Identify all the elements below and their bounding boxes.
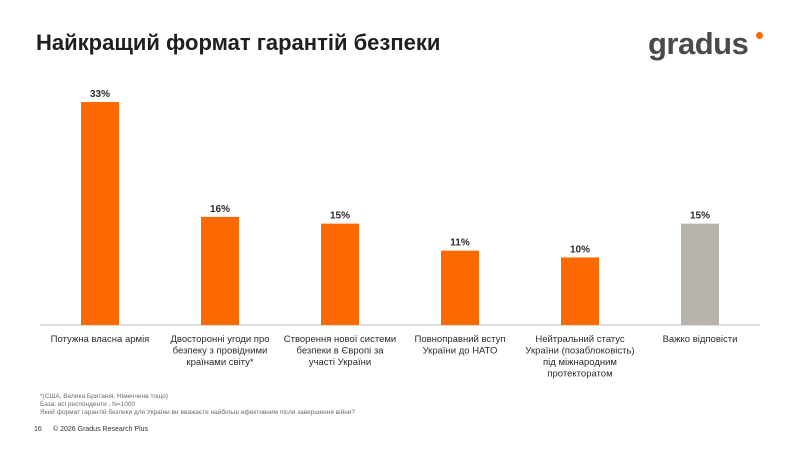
page-title: Найкращий формат гарантій безпеки xyxy=(36,30,441,55)
category-label-line: участі України xyxy=(309,357,371,368)
category-label-line: безпеки в Європі за xyxy=(297,346,385,357)
category-label: Потужна власна армія xyxy=(51,334,150,345)
category-label-line: безпеку з провідними xyxy=(173,346,268,357)
category-label-line: Створення нової системи xyxy=(284,334,396,345)
gradus-logo: gradus xyxy=(648,26,749,61)
category-label-line: країнами світу* xyxy=(186,357,253,368)
page-number: 16 xyxy=(34,426,42,433)
category-label: Нейтральний статус України (позаблоковіст… xyxy=(525,334,634,380)
copyright: © 2026 Gradus Research Plus xyxy=(53,426,149,433)
category-label-line: протекторатом xyxy=(547,369,612,380)
bar xyxy=(681,223,719,325)
category-label: Створення нової системи безпеки в Європі … xyxy=(284,334,396,368)
footnote-note: *(США, Велика Британія, Німеччина тощо) xyxy=(40,393,169,400)
category-label-line: під міжнародним xyxy=(543,357,617,368)
category-label: Повноправний вступ України до НАТО xyxy=(415,334,506,357)
value-label: 10% xyxy=(570,244,590,255)
category-label-line: України до НАТО xyxy=(423,346,498,357)
value-label: 11% xyxy=(450,238,470,249)
bar xyxy=(81,102,119,325)
category-label-line: Повноправний вступ xyxy=(415,334,506,345)
value-label: 33% xyxy=(90,89,110,100)
bar xyxy=(321,223,359,325)
category-label-line: Важко відповісти xyxy=(663,334,738,345)
category-label-line: України (позаблоковість) xyxy=(525,346,634,357)
bar-chart: 33% Потужна власна армія 16% Двосторонні уг… xyxy=(40,89,760,380)
footnote-question: Який формат гарантій безпеки для України… xyxy=(40,409,356,416)
category-label: Двосторонні угоди про безпеку з провідним… xyxy=(170,334,269,368)
value-label: 15% xyxy=(330,211,350,222)
logo-dot-icon xyxy=(756,32,763,39)
category-label-line: Нейтральний статус xyxy=(535,334,625,345)
bar xyxy=(441,250,479,325)
footnote-base: База: всі респонденти , N=1000 xyxy=(40,401,136,408)
category-label-line: Двосторонні угоди про xyxy=(170,334,269,345)
category-label-line: Потужна власна армія xyxy=(51,334,150,345)
value-label: 16% xyxy=(210,204,230,215)
value-label: 15% xyxy=(690,211,710,222)
bar xyxy=(561,257,599,325)
bar xyxy=(201,216,239,325)
category-label: Важко відповісти xyxy=(663,334,738,345)
